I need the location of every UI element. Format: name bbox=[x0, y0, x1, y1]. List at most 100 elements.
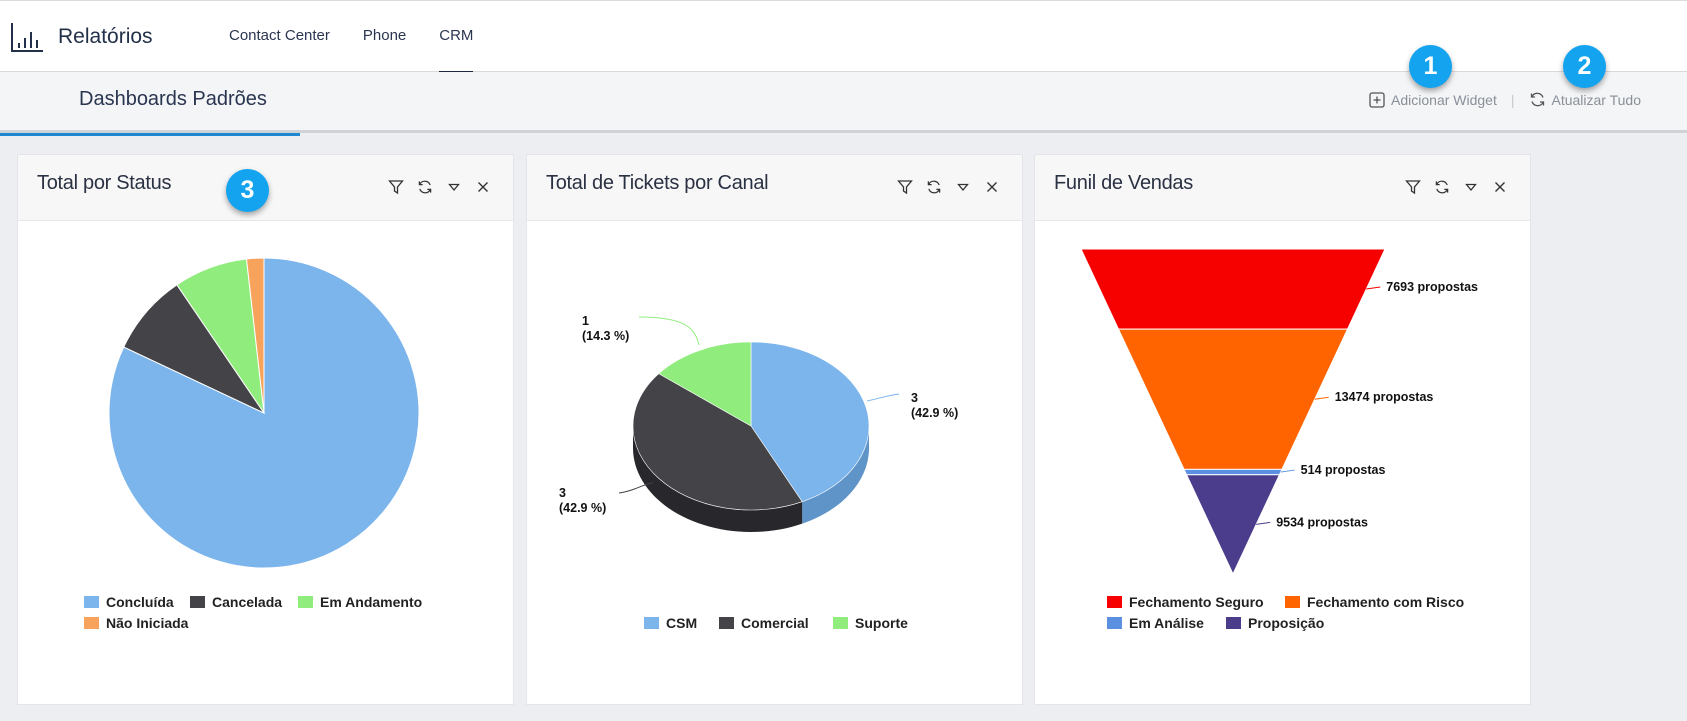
connector-fechamento-com-risco bbox=[1314, 396, 1329, 400]
connector-proposicao bbox=[1256, 521, 1271, 525]
page-title: Dashboards Padrões bbox=[79, 88, 267, 110]
pie-side-comercial bbox=[633, 426, 803, 532]
plus-square-icon bbox=[1369, 91, 1385, 108]
caret-down-icon[interactable] bbox=[1456, 176, 1485, 198]
legend-item-nao-iniciada: Não Iniciada bbox=[106, 615, 189, 631]
funnel-segment-em-analise bbox=[1183, 468, 1283, 476]
legend-swatch-fechamento-com-risco bbox=[1285, 596, 1300, 608]
legend-item-proposicao: Proposição bbox=[1248, 615, 1324, 631]
app-title: Relatórios bbox=[58, 25, 153, 48]
tab-contact-center[interactable]: Contact Center bbox=[229, 27, 330, 44]
legend-swatch-concluida bbox=[84, 596, 99, 608]
tab-phone[interactable]: Phone bbox=[362, 27, 407, 44]
data-label-csm: 3 bbox=[911, 391, 918, 405]
widget-title: Total por Status bbox=[37, 172, 172, 194]
legend-item-cancelada: Cancelada bbox=[212, 594, 282, 610]
tab-dashboards[interactable]: Dashboards Padrões bbox=[0, 72, 300, 136]
connector-csm bbox=[866, 393, 900, 402]
funnel-segment-proposicao bbox=[1185, 474, 1281, 576]
data-label-em-analise: 514 propostas bbox=[1301, 463, 1386, 477]
legend-item-csm: CSM bbox=[666, 615, 697, 631]
connector-suporte bbox=[638, 316, 700, 346]
close-icon[interactable] bbox=[1485, 176, 1514, 198]
widget-header: Total de Tickets por Canal bbox=[527, 155, 1022, 221]
widget-tickets-por-canal: Total de Tickets por Canal 3 (42.9 %) 3 (42… bbox=[526, 154, 1023, 705]
widget-body: 3 (42.9 %) 3 (42.9 %) 1 (14.3 %) CSM Comercial S… bbox=[527, 221, 1022, 706]
connector-em-analise bbox=[1280, 469, 1295, 473]
legend-swatch-em-analise bbox=[1107, 617, 1122, 629]
add-widget-label: Adicionar Widget bbox=[1391, 91, 1497, 108]
add-widget-button[interactable]: Adicionar Widget bbox=[1369, 92, 1497, 108]
pie-side-csm bbox=[802, 426, 869, 524]
data-label-suporte: 1 bbox=[582, 314, 589, 328]
caret-down-icon[interactable] bbox=[439, 176, 468, 198]
widget-body: 7693 propostas 13474 propostas 514 propost… bbox=[1035, 221, 1530, 706]
step-badge-1: 1 bbox=[1409, 45, 1452, 88]
legend-swatch-fechamento-seguro bbox=[1107, 596, 1122, 608]
refresh-all-button[interactable]: Atualizar Tudo bbox=[1529, 91, 1642, 108]
funnel-chart: 7693 propostas 13474 propostas 514 propost… bbox=[1080, 248, 1478, 631]
bar-chart-icon bbox=[11, 23, 43, 52]
close-icon[interactable] bbox=[468, 176, 497, 198]
top-header: Relatórios Contact Center Phone CRM bbox=[0, 0, 1687, 73]
data-label-proposicao: 9534 propostas bbox=[1276, 515, 1368, 529]
data-label-pct-csm: (42.9 %) bbox=[911, 406, 958, 420]
pie-chart-canal: 3(42.9 %)3(42.9 %)1(14.3 %)CSM Comercial S… bbox=[559, 314, 958, 631]
step-badge-2: 2 bbox=[1563, 45, 1606, 88]
refresh-all-label: Atualizar Tudo bbox=[1551, 91, 1642, 108]
widget-title: Total de Tickets por Canal bbox=[546, 172, 769, 194]
refresh-icon[interactable] bbox=[410, 176, 439, 198]
data-label-fechamento-seguro: 7693 propostas bbox=[1386, 280, 1478, 294]
legend-swatch-csm bbox=[644, 617, 659, 629]
widget-tools bbox=[381, 176, 497, 198]
legend-swatch-proposicao bbox=[1226, 617, 1241, 629]
tab-crm[interactable]: CRM bbox=[439, 1, 474, 73]
refresh-icon[interactable] bbox=[1427, 176, 1456, 198]
widget-title: Funil de Vendas bbox=[1054, 172, 1193, 194]
toolbar: Adicionar Widget | Atualizar Tudo bbox=[1369, 91, 1641, 108]
connector-fechamento-seguro bbox=[1366, 286, 1381, 290]
step-badge-3: 3 bbox=[226, 169, 269, 212]
legend-swatch-nao-iniciada bbox=[84, 617, 99, 629]
legend-swatch-em-andamento bbox=[298, 596, 313, 608]
legend-item-concluida: Concluída bbox=[106, 594, 174, 610]
refresh-icon[interactable] bbox=[919, 176, 948, 198]
close-icon[interactable] bbox=[977, 176, 1006, 198]
divider: | bbox=[1510, 91, 1515, 108]
widget-tools bbox=[890, 176, 1006, 198]
widget-funil-de-vendas: Funil de Vendas 7693 propostas 13474 prop… bbox=[1034, 154, 1531, 705]
refresh-icon bbox=[1530, 92, 1544, 107]
legend-item-suporte: Suporte bbox=[855, 615, 908, 631]
funnel-segment-fechamento-com-risco bbox=[1117, 328, 1349, 470]
pie-chart-status: Concluída Cancelada Em Andamento Não Inicia… bbox=[84, 257, 422, 631]
legend-item-fechamento-com-risco: Fechamento com Risco bbox=[1307, 594, 1464, 610]
legend-item-comercial: Comercial bbox=[741, 615, 809, 631]
pie-slice-suporte bbox=[658, 341, 752, 427]
widget-total-por-status: Total por Status Concluída Cancelada Em An… bbox=[17, 154, 514, 705]
legend-swatch-suporte bbox=[833, 617, 848, 629]
caret-down-icon[interactable] bbox=[948, 176, 977, 198]
data-label-pct-comercial: (42.9 %) bbox=[559, 501, 606, 515]
pie-slice-csm bbox=[750, 341, 870, 503]
widget-header: Funil de Vendas bbox=[1035, 155, 1530, 221]
legend-item-em-andamento: Em Andamento bbox=[320, 594, 422, 610]
legend-swatch-comercial bbox=[719, 617, 734, 629]
widget-tools bbox=[1398, 176, 1514, 198]
filter-icon[interactable] bbox=[890, 176, 919, 198]
data-label-fechamento-com-risco: 13474 propostas bbox=[1335, 390, 1434, 404]
data-label-pct-suporte: (14.3 %) bbox=[582, 329, 629, 343]
legend-item-em-analise: Em Análise bbox=[1129, 615, 1204, 631]
brand: Relatórios bbox=[10, 21, 153, 53]
widget-body: Concluída Cancelada Em Andamento Não Inicia… bbox=[18, 221, 513, 706]
dashboard-bar: Dashboards Padrões Adicionar Widget | At… bbox=[0, 72, 1687, 136]
pie-slice-nao-iniciada bbox=[245, 257, 265, 414]
connector-comercial bbox=[618, 482, 654, 494]
filter-icon[interactable] bbox=[381, 176, 410, 198]
main-nav: Contact Center Phone CRM bbox=[229, 1, 506, 73]
legend-swatch-cancelada bbox=[190, 596, 205, 608]
filter-icon[interactable] bbox=[1398, 176, 1427, 198]
funnel-segment-fechamento-seguro bbox=[1080, 248, 1386, 330]
data-label-comercial: 3 bbox=[559, 486, 566, 500]
legend-item-fechamento-seguro: Fechamento Seguro bbox=[1129, 594, 1264, 610]
pie-slice-comercial bbox=[632, 373, 803, 511]
